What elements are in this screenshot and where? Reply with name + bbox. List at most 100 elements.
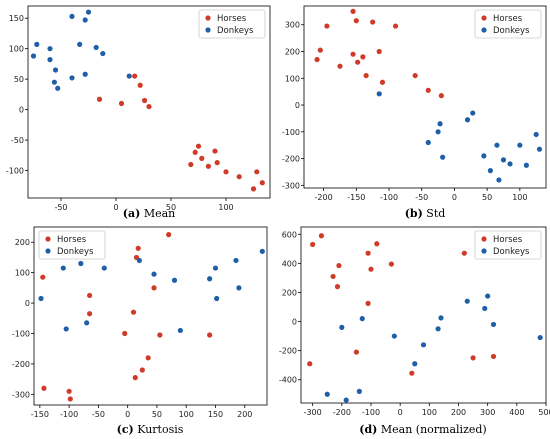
- panel-c-kurtosis: -150 -100 -50 0 50 100 150 200 -300 -200 -100 0 100 2…: [12, 226, 268, 436]
- x-tick-label-d: 100: [422, 408, 437, 417]
- point-horses-a: [250, 186, 257, 192]
- y-tick-label-b: -100: [282, 128, 300, 137]
- x-tick-label-c: 200: [237, 410, 252, 419]
- x-tick-label-a: 0: [113, 203, 118, 212]
- scatter-points-a: [30, 9, 265, 192]
- point-horses-a: [259, 180, 265, 186]
- point-horses-c: [66, 388, 72, 394]
- caption-d: (d) Mean (normalized): [359, 423, 486, 436]
- point-horses-a: [142, 97, 148, 104]
- point-horses-d: [353, 349, 360, 355]
- y-tick-label-a: -100: [6, 167, 24, 176]
- point-horses-b: [412, 72, 418, 79]
- point-horses-d: [490, 353, 497, 360]
- point-donkeys-c: [60, 265, 66, 271]
- point-donkeys-c: [151, 271, 157, 277]
- point-donkeys-d: [343, 397, 349, 403]
- scatter-points-d: [307, 233, 543, 403]
- y-tick-label-c: -300: [12, 390, 30, 399]
- legend-marker-donkeys-b: [481, 27, 487, 33]
- legend-marker-horses-d: [481, 236, 487, 242]
- point-horses-c: [157, 332, 163, 338]
- point-horses-d: [310, 241, 316, 248]
- point-horses-d: [365, 300, 371, 306]
- point-donkeys-d: [359, 316, 365, 322]
- axis-ticks-a: -50 0 50 100 -100 -50 0 50 100 150: [6, 14, 234, 212]
- point-horses-b: [363, 72, 369, 79]
- point-horses-b: [350, 51, 356, 57]
- legend-label-donkeys-d: Donkeys: [493, 247, 530, 257]
- legend-label-donkeys-b: Donkeys: [493, 26, 530, 36]
- point-donkeys-b: [487, 168, 494, 174]
- panel-b-std: -200 -150 -100 -50 0 50 100 -300 -200 -100 0 100 200…: [282, 5, 547, 220]
- point-horses-d: [318, 233, 325, 239]
- point-horses-a: [223, 169, 229, 175]
- point-donkeys-c: [171, 277, 178, 283]
- legend-label-donkeys-c: Donkeys: [57, 247, 94, 257]
- point-donkeys-c: [63, 326, 69, 332]
- legend-marker-horses-a: [205, 15, 211, 21]
- y-tick-label-b: -300: [282, 181, 300, 190]
- point-donkeys-c: [214, 295, 220, 302]
- point-horses-a: [188, 161, 194, 168]
- y-tick-label-d: -400: [279, 376, 297, 385]
- point-donkeys-d: [339, 324, 345, 330]
- point-donkeys-d: [412, 361, 418, 367]
- y-tick-label-c: -100: [12, 329, 30, 338]
- point-horses-b: [355, 59, 361, 65]
- point-horses-b: [360, 54, 366, 60]
- y-tick-label-a: -50: [11, 136, 24, 145]
- legend-c: Horses Donkeys: [38, 230, 106, 260]
- legend-a: Horses Donkeys: [198, 9, 266, 39]
- legend-b: Horses Donkeys: [474, 9, 542, 39]
- point-donkeys-b: [533, 131, 539, 138]
- x-tick-label-d: -200: [333, 408, 351, 417]
- point-horses-c: [139, 367, 145, 373]
- point-donkeys-b: [536, 146, 543, 152]
- point-horses-c: [40, 274, 46, 280]
- point-horses-b: [314, 56, 320, 63]
- point-horses-a: [132, 73, 138, 79]
- legend-label-horses-a: Horses: [217, 14, 247, 24]
- point-horses-d: [330, 273, 336, 280]
- caption-c: (c) Kurtosis: [117, 423, 184, 436]
- point-donkeys-a: [51, 79, 58, 85]
- point-donkeys-b: [481, 153, 487, 159]
- point-donkeys-a: [69, 75, 75, 81]
- legend-marker-donkeys-d: [481, 248, 487, 254]
- point-horses-b: [353, 18, 359, 24]
- axis-ticks-d: -300 -200 -100 0 100 200 300 400 500 -400 -200 0 200…: [279, 230, 550, 417]
- point-horses-c: [67, 396, 73, 402]
- point-horses-c: [135, 245, 141, 251]
- legend-marker-donkeys-c: [45, 248, 51, 254]
- point-horses-d: [409, 370, 415, 376]
- point-donkeys-a: [82, 17, 88, 23]
- x-tick-label-b: -50: [415, 193, 428, 202]
- y-tick-label-d: 200: [282, 288, 297, 297]
- point-horses-d: [388, 261, 395, 267]
- point-donkeys-d: [490, 321, 497, 328]
- x-tick-label-a: -50: [54, 203, 67, 212]
- point-horses-d: [365, 250, 371, 256]
- point-horses-c: [41, 385, 47, 391]
- point-donkeys-b: [470, 110, 476, 116]
- y-tick-label-b: 0: [295, 101, 300, 110]
- x-tick-label-b: 50: [482, 193, 492, 202]
- point-horses-b: [370, 19, 376, 25]
- x-tick-label-b: -200: [315, 193, 333, 202]
- point-horses-c: [122, 330, 128, 337]
- y-tick-label-a: 0: [19, 106, 24, 115]
- point-donkeys-b: [496, 177, 502, 183]
- x-tick-label-d: 500: [538, 408, 550, 417]
- x-tick-label-c: 50: [152, 410, 162, 419]
- caption-b: (b) Std: [405, 207, 446, 220]
- point-horses-c: [166, 232, 172, 238]
- point-donkeys-d: [485, 293, 491, 299]
- point-donkeys-c: [84, 320, 90, 326]
- scatter-points-b: [314, 8, 543, 183]
- point-horses-a: [212, 148, 218, 154]
- plot-frame-a: [27, 5, 271, 199]
- legend-label-horses-d: Horses: [493, 235, 523, 245]
- point-donkeys-a: [82, 71, 88, 77]
